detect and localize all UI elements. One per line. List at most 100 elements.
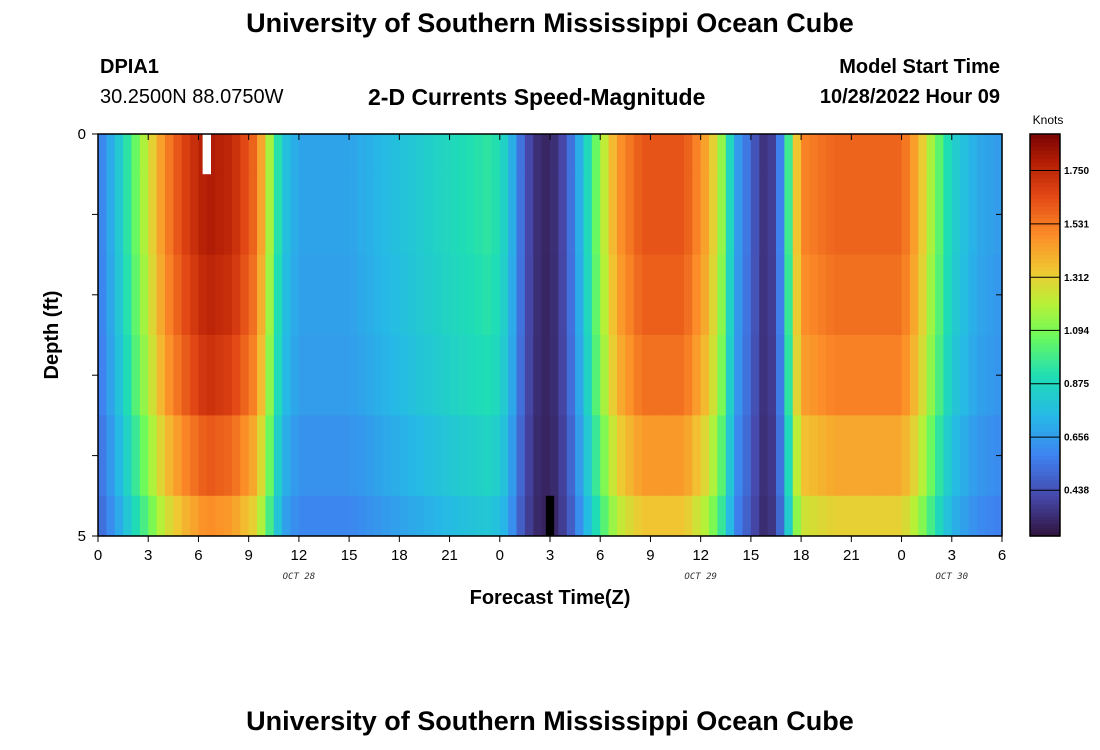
colorbar-segment (1030, 314, 1060, 320)
heatmap-cell (541, 254, 551, 336)
heatmap-cell (483, 134, 493, 175)
colorbar-segment (1030, 515, 1060, 521)
heatmap-cell (457, 415, 467, 497)
colorbar-segment (1030, 254, 1060, 260)
heatmap-cell (625, 335, 635, 416)
station-coordinates: 30.2500N 88.0750W (100, 86, 284, 108)
heatmap-cell (340, 254, 350, 336)
heatmap-cell (173, 254, 183, 336)
heatmap-cell (993, 495, 1003, 537)
heatmap-cell (550, 495, 559, 537)
heatmap-cell (474, 254, 484, 336)
heatmap-cell (851, 134, 861, 175)
heatmap-cell (114, 335, 124, 416)
heatmap-cell (273, 415, 283, 497)
heatmap-cell (307, 415, 317, 497)
heatmap-cell (416, 415, 426, 497)
heatmap-cell (700, 174, 710, 255)
heatmap-cell (349, 134, 359, 175)
heatmap-cell (231, 415, 241, 497)
heatmap-cell (382, 134, 392, 175)
heatmap-cell (491, 174, 501, 255)
secondary-title: University of Southern Mississippi Ocean… (246, 706, 854, 736)
heatmap-cell (566, 495, 576, 537)
heatmap-cell (499, 134, 509, 175)
heatmap-cell (499, 495, 509, 537)
colorbar-segment (1030, 411, 1060, 416)
heatmap-cell (215, 335, 225, 416)
heatmap-cell (441, 254, 451, 336)
heatmap-cell (324, 335, 333, 416)
heatmap-cell (558, 495, 568, 537)
heatmap-cell (407, 254, 417, 336)
heatmap-cell (650, 495, 660, 537)
heatmap-cell (98, 254, 107, 336)
colorbar-segment (1030, 375, 1060, 380)
heatmap-cell (198, 495, 208, 537)
heatmap-cell (717, 254, 727, 336)
heatmap-cell (717, 495, 727, 537)
heatmap-cell (968, 495, 978, 537)
heatmap-cell (466, 335, 476, 416)
heatmap-cell (516, 415, 526, 497)
heatmap-cell (851, 415, 861, 497)
colorbar-segment (1030, 339, 1060, 344)
heatmap-cell (968, 134, 978, 175)
heatmap-cell (466, 415, 476, 497)
heatmap-cell (139, 134, 149, 175)
heatmap-cell (324, 174, 333, 255)
heatmap-cell (935, 254, 945, 336)
heatmap-cell (349, 415, 359, 497)
heatmap-cell (683, 174, 693, 255)
heatmap-cell (734, 134, 744, 175)
y-tick-label: 5 (78, 528, 86, 545)
heatmap-cell (767, 335, 777, 416)
heatmap-cell (750, 254, 760, 336)
heatmap-cell (298, 254, 308, 336)
colorbar-segment (1030, 503, 1060, 509)
heatmap-cell (164, 495, 174, 537)
heatmap-cell (265, 495, 275, 537)
heatmap-cell (784, 134, 794, 175)
heatmap-cell (148, 134, 158, 175)
heatmap-cell (340, 495, 350, 537)
heatmap-cell (725, 174, 735, 255)
heatmap-cell (868, 495, 878, 537)
heatmap-cell (558, 134, 568, 175)
heatmap-cell (834, 415, 844, 497)
heatmap-cell (650, 254, 660, 336)
heatmap-cell (231, 335, 241, 416)
heatmap-cell (976, 134, 986, 175)
heatmap-cell (792, 134, 802, 175)
heatmap-cell (240, 335, 250, 416)
heatmap-cell (206, 495, 216, 537)
heatmap-cell (859, 254, 869, 336)
heatmap-cell (784, 335, 794, 416)
colorbar-segment (1030, 351, 1060, 356)
heatmap-cell (248, 415, 258, 497)
x-tick-label: 21 (843, 547, 860, 564)
heatmap-cell (968, 335, 978, 416)
heatmap-cell (692, 134, 702, 175)
heatmap-cell (683, 415, 693, 497)
heatmap-cell (993, 134, 1003, 175)
colorbar-segment (1030, 210, 1060, 215)
heatmap-cell (290, 415, 300, 497)
heatmap-cell (282, 134, 292, 175)
heatmap-cell (943, 335, 953, 416)
heatmap-cell (516, 134, 526, 175)
heatmap-cell (533, 174, 543, 255)
colorbar-segment (1030, 427, 1060, 433)
colorbar-tick-label: 1.531 (1064, 219, 1089, 230)
heatmap-cell (499, 174, 509, 255)
heatmap-cell (692, 174, 702, 255)
heatmap-cell (960, 134, 970, 175)
heatmap-cell (926, 134, 936, 175)
heatmap-cell (190, 335, 200, 416)
heatmap-cell (985, 254, 995, 336)
heatmap-cell (524, 134, 534, 175)
colorbar-segment (1030, 347, 1060, 352)
heatmap-cell (399, 495, 409, 537)
heatmap-cell (432, 335, 442, 416)
colorbar-segment (1030, 134, 1060, 139)
